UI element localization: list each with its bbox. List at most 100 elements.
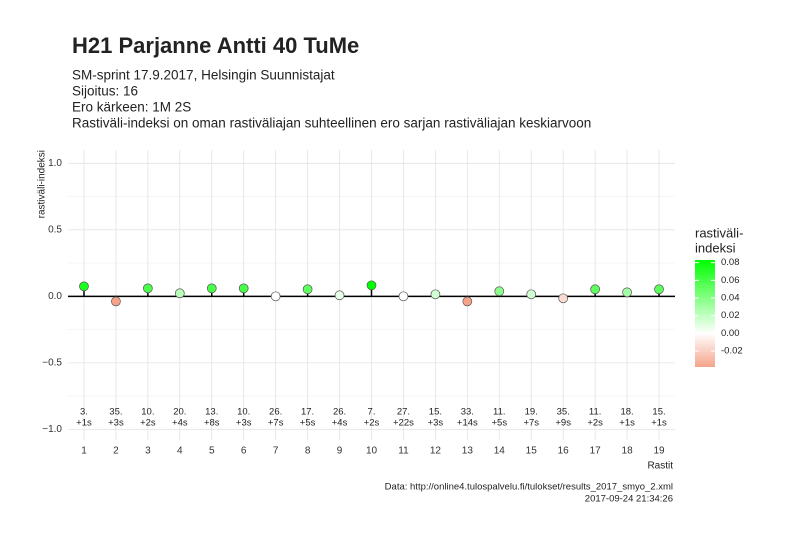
point: [79, 281, 89, 292]
y-tick-label: 0.5: [48, 224, 62, 235]
x-tick-label: 4: [177, 446, 183, 457]
annotation: +3s: [108, 418, 124, 429]
point: [590, 284, 600, 295]
x-tick-label: 8: [305, 446, 311, 457]
x-tick-label: 14: [494, 446, 506, 457]
x-tick-label: 1: [81, 446, 87, 457]
annotation: +7s: [523, 418, 539, 429]
point: [494, 286, 505, 297]
annotation: 18.: [620, 407, 633, 418]
x-tick-label: 12: [430, 446, 442, 457]
annotation: 35.: [109, 407, 122, 418]
point: [430, 289, 441, 300]
annotation: +1s: [76, 418, 92, 429]
x-tick-label: 9: [337, 446, 343, 457]
annotation: 26.: [269, 407, 282, 418]
subtitle: Ero kärkeen: 1M 2S: [72, 100, 191, 115]
point: [654, 284, 664, 295]
annotation: 35.: [557, 407, 570, 418]
x-tick-label: 15: [526, 446, 538, 457]
annotation: 7.: [368, 407, 376, 418]
point: [174, 288, 185, 299]
annotation: +2s: [140, 418, 156, 429]
caption: Data: http://online4.tulospalvelu.fi/tul…: [385, 482, 673, 493]
point: [334, 290, 345, 301]
annotation: 20.: [173, 407, 186, 418]
annotation: +1s: [619, 418, 635, 429]
point: [238, 283, 249, 294]
point: [143, 283, 153, 294]
annotation: 19.: [525, 407, 538, 418]
legend-title: indeksi: [695, 240, 736, 255]
chart-title: H21 Parjanne Antti 40 TuMe: [72, 33, 359, 58]
legend-label: -0.02: [721, 346, 743, 357]
annotation: 33.: [461, 407, 474, 418]
caption: 2017-09-24 21:34:26: [585, 494, 673, 505]
x-tick-label: 7: [273, 446, 279, 457]
point: [111, 296, 121, 307]
annotation: 17.: [301, 407, 314, 418]
annotation: 11.: [493, 407, 506, 418]
annotation: 11.: [589, 407, 602, 418]
point: [558, 293, 569, 304]
annotation: +14s: [457, 418, 478, 429]
y-tick-label: 1.0: [48, 158, 62, 169]
legend-label: 0.06: [721, 275, 740, 286]
annotation: 26.: [333, 407, 346, 418]
point: [398, 291, 409, 302]
point: [462, 296, 473, 307]
x-tick-label: 13: [462, 446, 474, 457]
annotation: +22s: [393, 418, 414, 429]
annotation: 13.: [205, 407, 218, 418]
annotation: +4s: [172, 418, 188, 429]
annotation: 27.: [397, 407, 410, 418]
x-tick-label: 10: [366, 446, 378, 457]
legend-title: rastiväli-: [695, 225, 743, 240]
x-tick-label: 18: [622, 446, 634, 457]
annotation: +2s: [364, 418, 380, 429]
annotation: +3s: [428, 418, 444, 429]
point: [206, 283, 217, 294]
annotation: +7s: [268, 418, 284, 429]
subtitle: Rastiväli-indeksi on oman rastiväliajan …: [72, 116, 591, 131]
point: [622, 287, 632, 298]
x-tick-label: 11: [398, 446, 409, 457]
y-tick-label: −1.0: [42, 424, 62, 435]
x-tick-label: 17: [590, 446, 602, 457]
point: [302, 284, 313, 295]
x-tick-label: 16: [558, 446, 570, 457]
point: [526, 289, 537, 300]
annotation: 10.: [141, 407, 154, 418]
annotation: 15.: [652, 407, 665, 418]
x-tick-label: 3: [145, 446, 151, 457]
y-tick-label: 0.0: [48, 291, 62, 302]
subtitle: SM-sprint 17.9.2017, Helsingin Suunnista…: [72, 68, 335, 83]
x-axis-label: Rastit: [647, 461, 673, 472]
y-axis-label: rastiväli-indeksi: [37, 150, 48, 218]
annotation: 15.: [429, 407, 442, 418]
x-tick-label: 2: [113, 446, 119, 457]
legend-label: 0.04: [721, 293, 740, 304]
legend-colorbar: [695, 260, 715, 367]
point: [270, 291, 281, 302]
x-tick-label: 5: [209, 446, 215, 457]
legend-label: 0.00: [721, 328, 740, 339]
legend-label: 0.02: [721, 310, 740, 321]
annotation: +3s: [236, 418, 252, 429]
annotation: 10.: [237, 407, 250, 418]
annotation: +8s: [204, 418, 220, 429]
annotation: +4s: [332, 418, 348, 429]
x-tick-label: 19: [653, 446, 665, 457]
annotation: +5s: [491, 418, 507, 429]
annotation: 3.: [80, 407, 88, 418]
annotation: +9s: [555, 418, 571, 429]
annotation: +1s: [651, 418, 667, 429]
annotation: +2s: [587, 418, 603, 429]
x-tick-label: 6: [241, 446, 247, 457]
point: [366, 280, 377, 291]
y-tick-label: −0.5: [42, 357, 62, 368]
legend-label: 0.08: [721, 257, 740, 268]
subtitle: Sijoitus: 16: [72, 84, 138, 99]
annotation: +5s: [300, 418, 316, 429]
